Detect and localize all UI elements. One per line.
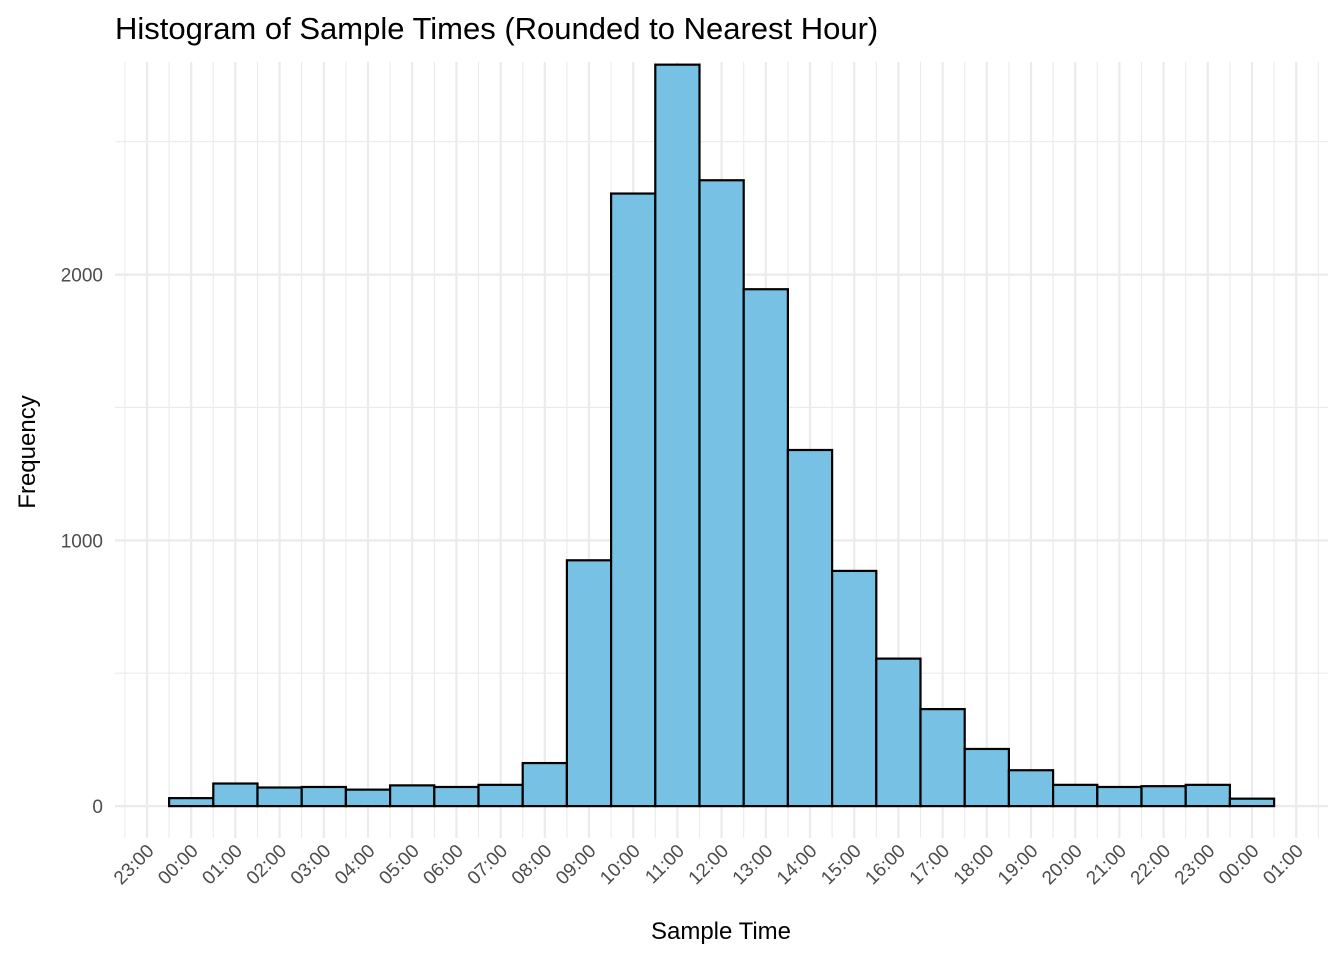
bar-2 [256,786,303,808]
bars [168,63,1276,808]
bar-21 [1096,785,1143,808]
bar-5 [389,784,436,808]
bar-1 [212,782,259,808]
bar-11 [654,63,701,808]
bar-17 [919,708,966,808]
bar-8 [521,761,569,808]
bar-22 [1140,785,1187,808]
y-axis-ticks: 0 1000 2000 [61,266,103,819]
bar-6 [433,785,480,808]
bar-16 [875,657,922,808]
bar-24 [1228,797,1276,808]
bar-7 [477,783,524,808]
y-tick-label: 2000 [61,266,103,287]
bar-3 [300,785,348,808]
chart-title: Histogram of Sample Times (Rounded to Ne… [115,11,878,46]
bar-14 [786,448,834,808]
bar-9 [565,559,613,808]
bar-15 [830,569,878,808]
bar-13 [742,288,790,808]
bar-4 [344,788,392,808]
y-tick-label: 0 [92,797,103,818]
y-axis-title: Frequency [14,395,41,508]
bar-12 [698,179,745,808]
bar-19 [1007,769,1055,808]
bar-23 [1184,783,1231,808]
bar-20 [1051,783,1099,808]
x-axis-title: Sample Time [651,918,791,945]
y-tick-label: 1000 [61,531,103,552]
bar-18 [963,747,1011,808]
bar-10 [609,192,657,808]
bar-0 [168,797,215,808]
